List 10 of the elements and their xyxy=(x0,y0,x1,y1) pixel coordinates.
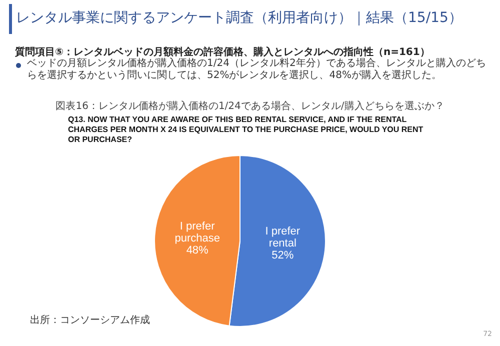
text: ベッドの月額レンタル価格が購入価格の1/24（レンタル料2年分）である場合、レンタルと購入のどちらを選択するかという問いに関しては、52%がレンタルを選択し、48%が購入を選択した。 xyxy=(27,58,487,82)
chart-title: レンタル事業に関するアンケート調査（利用者向け）｜結果（15/15） xyxy=(16,9,462,27)
text: 出所：コンソーシアム作成 xyxy=(30,314,150,327)
chart-subtitle: 質問項目⑤：レンタルベッドの月額料金の許容価格、購入とレンタルへの指向性（n=161） xyxy=(15,45,430,58)
text: 図表16：レンタル価格が購入価格の1/24である場合、レンタル/購入どちらを選ぶか？ xyxy=(54,100,446,113)
text: Q13. NOW THAT YOU ARE AWARE OF THIS BED RENTAL SERVICE, AND IF THE RENTAL CHARGES PER MONTH X 24 IS EQUIVALENT TO THE PURCHASE PRICE, WOULD YOU RENT OR PURCHASE? xyxy=(68,115,424,145)
data-label: 48% xyxy=(186,244,209,256)
slice-label: I prefer purchase xyxy=(174,220,220,244)
slice-label: I prefer rental xyxy=(265,226,300,250)
data-label: 52% xyxy=(272,250,294,262)
